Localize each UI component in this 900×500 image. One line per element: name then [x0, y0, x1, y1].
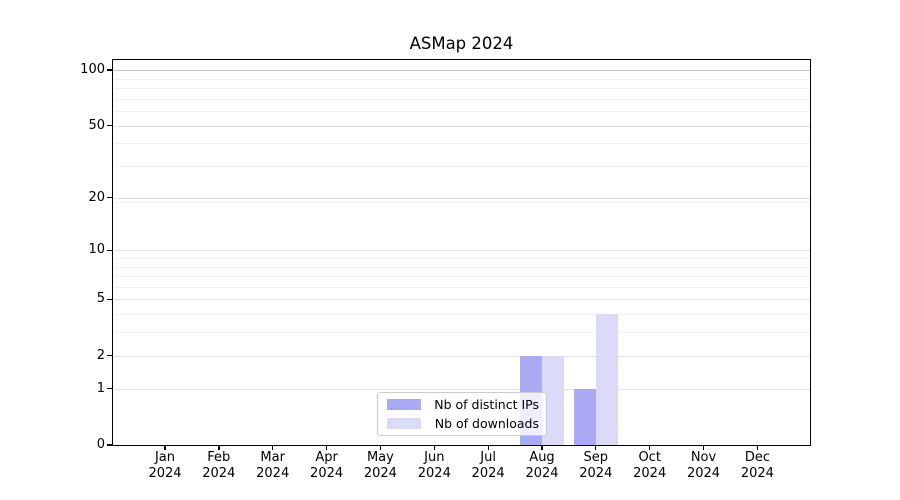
x-tick-label-nov: Nov 2024	[686, 450, 721, 481]
y-tick-mark	[106, 69, 112, 71]
minor-gridline	[113, 98, 810, 100]
major-gridline	[113, 299, 810, 301]
x-tick-mark	[595, 445, 597, 450]
x-tick-label-aug: Aug 2024	[525, 450, 559, 481]
minor-gridline	[113, 286, 810, 288]
major-gridline	[113, 197, 810, 199]
x-tick-mark	[487, 445, 489, 450]
major-gridline	[113, 355, 810, 357]
y-tick-mark	[106, 197, 112, 199]
x-tick-label-sep: Sep 2024	[579, 450, 613, 481]
y-tick-mark	[106, 388, 112, 390]
minor-gridline	[113, 276, 810, 277]
x-tick-label-mar: Mar 2024	[256, 450, 290, 481]
minor-gridline	[113, 166, 810, 167]
x-tick-label-jun: Jun 2024	[417, 450, 451, 481]
major-gridline	[113, 388, 810, 390]
y-tick-mark	[106, 355, 112, 357]
y-tick-label: 1	[96, 380, 105, 396]
y-tick-label: 5	[96, 291, 105, 307]
x-tick-mark	[325, 445, 328, 450]
x-tick-label-dec: Dec 2024	[740, 450, 774, 481]
x-tick-mark	[272, 445, 274, 450]
chart-title: ASMap 2024	[409, 34, 514, 53]
minor-gridline	[113, 87, 810, 89]
minor-gridline	[113, 111, 810, 112]
major-gridline	[113, 125, 810, 127]
minor-gridline	[113, 314, 810, 316]
x-tick-mark	[164, 445, 166, 450]
x-tick-label-apr: Apr 2024	[310, 450, 344, 481]
minor-gridline	[113, 266, 810, 268]
x-tick-mark	[649, 445, 651, 450]
minor-gridline	[113, 332, 810, 334]
y-tick-label: 2	[96, 347, 105, 363]
minor-gridline	[113, 143, 810, 145]
x-tick-label-jan: Jan 2024	[148, 450, 182, 481]
legend: Nb of distinct IPs Nb of downloads	[377, 392, 547, 436]
plot-area	[113, 60, 810, 445]
x-tick-mark	[702, 445, 705, 450]
x-tick-mark	[541, 445, 543, 450]
minor-gridline	[113, 78, 810, 80]
legend-item-downloads: Nb of downloads	[387, 415, 539, 432]
x-tick-label-oct: Oct 2024	[633, 450, 667, 481]
major-gridline	[113, 70, 810, 71]
x-tick-mark	[218, 445, 220, 450]
x-tick-label-jul: Jul 2024	[471, 450, 505, 481]
bar-nb-of-distinct-ips-sep	[573, 388, 596, 445]
legend-label-distinct-ips: Nb of distinct IPs	[434, 397, 539, 413]
legend-item-distinct-ips: Nb of distinct IPs	[387, 396, 539, 413]
x-tick-mark	[379, 445, 382, 450]
y-tick-mark	[106, 298, 112, 301]
y-tick-label: 10	[88, 242, 105, 258]
legend-swatch-distinct-ips-icon	[387, 399, 421, 411]
x-tick-label-may: May 2024	[363, 450, 397, 481]
legend-swatch-downloads-icon	[387, 417, 421, 429]
x-tick-mark	[756, 445, 759, 450]
bar-nb-of-downloads-aug	[541, 355, 564, 445]
y-tick-mark	[106, 249, 112, 251]
y-tick-mark	[106, 444, 112, 446]
y-tick-label: 0	[96, 437, 105, 452]
major-gridline	[113, 250, 810, 252]
y-tick-label: 50	[88, 117, 105, 133]
minor-gridline	[113, 201, 810, 203]
y-tick-mark	[106, 124, 112, 127]
x-tick-label-feb: Feb 2024	[202, 450, 236, 481]
legend-label-downloads: Nb of downloads	[434, 415, 539, 431]
y-tick-label: 100	[80, 62, 105, 77]
minor-gridline	[113, 257, 810, 259]
bar-nb-of-downloads-sep	[595, 314, 618, 445]
x-tick-mark	[433, 445, 435, 450]
y-tick-label: 20	[88, 189, 105, 205]
